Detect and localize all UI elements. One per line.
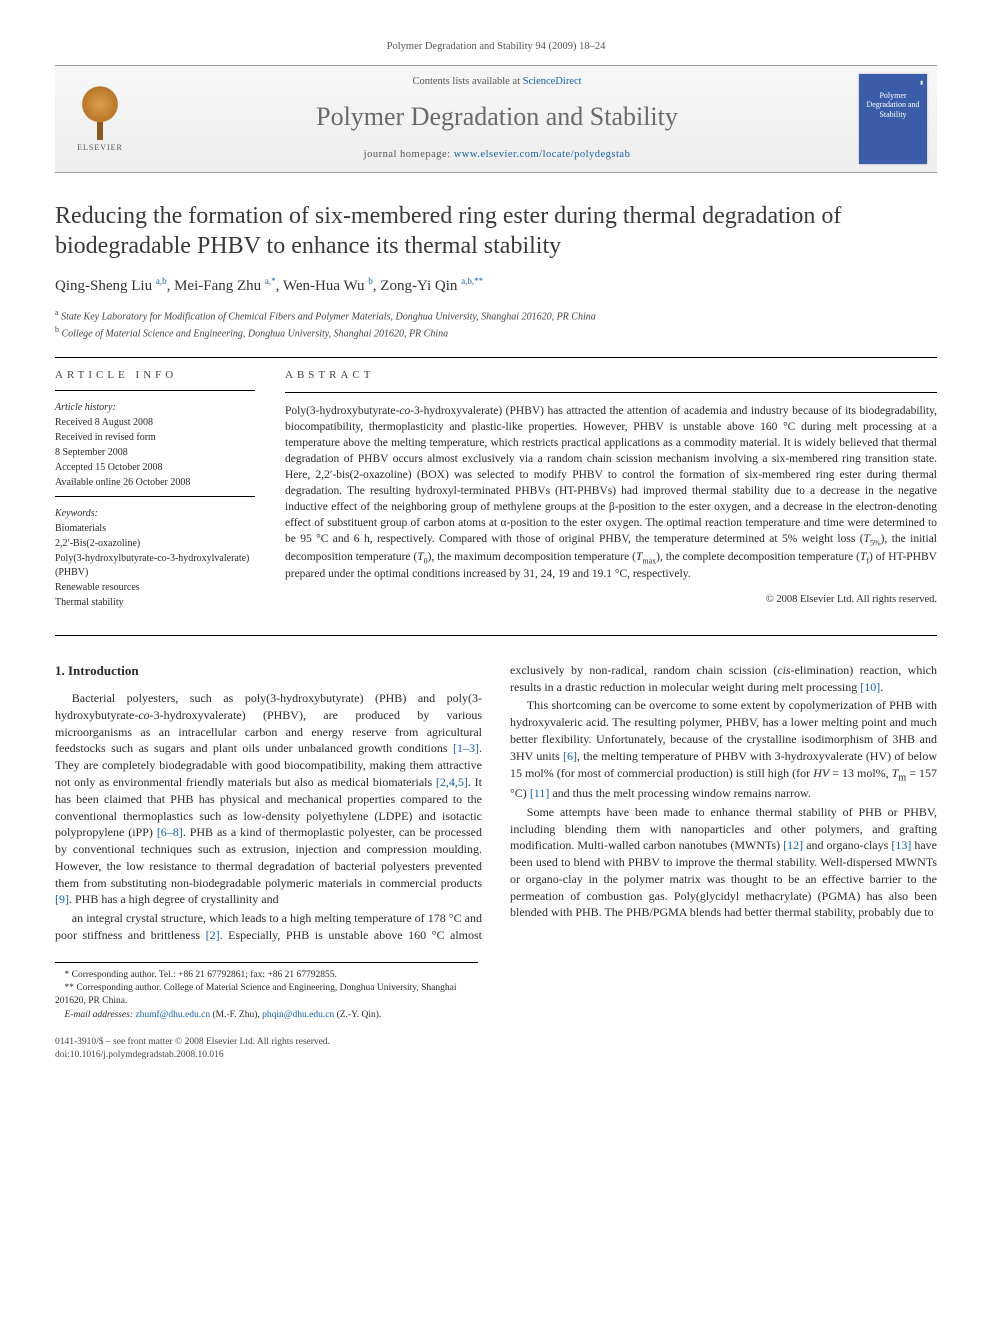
corresponding-author-note: ** Corresponding author. College of Mate… (55, 982, 478, 1009)
divider (55, 390, 255, 391)
homepage-link[interactable]: www.elsevier.com/locate/polydegstab (454, 149, 631, 160)
affiliations: a State Key Laboratory for Modification … (55, 307, 937, 342)
keyword: 2,2′-Bis(2-oxazoline) (55, 537, 255, 551)
homepage-line: journal homepage: www.elsevier.com/locat… (145, 148, 849, 163)
footer-doi: doi:10.1016/j.polymdegradstab.2008.10.01… (55, 1049, 937, 1062)
abstract-copyright: © 2008 Elsevier Ltd. All rights reserved… (285, 593, 937, 608)
body-paragraph: Bacterial polyesters, such as poly(3-hyd… (55, 690, 482, 908)
affil-sup: b (55, 325, 59, 334)
authors-line: Qing-Sheng Liu a,b, Mei-Fang Zhu a,*, We… (55, 275, 937, 297)
body-text: 1. Introduction Bacterial polyesters, su… (55, 662, 937, 944)
history-item: Available online 26 October 2008 (55, 476, 255, 490)
keyword: Renewable resources (55, 581, 255, 595)
affil-text: State Key Laboratory for Modification of… (61, 311, 596, 322)
journal-banner: ELSEVIER Contents lists available at Sci… (55, 65, 937, 173)
history-item: Accepted 15 October 2008 (55, 461, 255, 475)
history-heading: Article history: (55, 401, 255, 415)
sciencedirect-link[interactable]: ScienceDirect (523, 76, 582, 87)
email-who: (Z.-Y. Qin). (337, 1010, 382, 1020)
divider (55, 496, 255, 497)
divider (55, 357, 937, 358)
keyword: Thermal stability (55, 596, 255, 610)
keyword: Biomaterials (55, 522, 255, 536)
affil-text: College of Material Science and Engineer… (62, 328, 449, 339)
footer-line: 0141-3910/$ – see front matter © 2008 El… (55, 1036, 937, 1049)
abstract-text: Poly(3-hydroxybutyrate-co-3-hydroxyvaler… (285, 403, 937, 583)
article-info-column: ARTICLE INFO Article history: Received 8… (55, 368, 255, 610)
article-info-heading: ARTICLE INFO (55, 368, 255, 383)
abstract-heading: ABSTRACT (285, 368, 937, 383)
email-who: (M.-F. Zhu), (212, 1010, 259, 1020)
elsevier-tree-icon (75, 85, 125, 140)
journal-name: Polymer Degradation and Stability (145, 99, 849, 135)
corresponding-author-note: * Corresponding author. Tel.: +86 21 677… (55, 969, 478, 982)
email-label: E-mail addresses: (65, 1010, 134, 1020)
keyword: Poly(3-hydroxylbutyrate-co-3-hydroxylval… (55, 552, 255, 580)
publisher-name: ELSEVIER (77, 142, 123, 153)
journal-cover-thumbnail: ▮ Polymer Degradation and Stability (859, 74, 927, 164)
section-heading: 1. Introduction (55, 662, 482, 680)
footer: 0141-3910/$ – see front matter © 2008 El… (55, 1036, 937, 1063)
email-link[interactable]: zhumf@dhu.edu.cn (135, 1010, 210, 1020)
divider (55, 635, 937, 636)
history-item: Received in revised form (55, 431, 255, 445)
cover-title: Polymer Degradation and Stability (863, 91, 923, 120)
header-citation: Polymer Degradation and Stability 94 (20… (55, 40, 937, 55)
article-title: Reducing the formation of six-membered r… (55, 201, 937, 261)
body-paragraph: This shortcoming can be overcome to some… (510, 697, 937, 801)
divider (285, 392, 937, 393)
email-line: E-mail addresses: zhumf@dhu.edu.cn (M.-F… (55, 1009, 478, 1022)
keywords-heading: Keywords: (55, 507, 255, 521)
footnotes: * Corresponding author. Tel.: +86 21 677… (55, 962, 478, 1022)
contents-prefix: Contents lists available at (412, 76, 522, 87)
email-link[interactable]: phqin@dhu.edu.cn (262, 1010, 334, 1020)
abstract-column: ABSTRACT Poly(3-hydroxybutyrate-co-3-hyd… (285, 368, 937, 610)
affil-sup: a (55, 308, 59, 317)
contents-line: Contents lists available at ScienceDirec… (145, 75, 849, 90)
body-paragraph: Some attempts have been made to enhance … (510, 804, 937, 922)
elsevier-logo: ELSEVIER (65, 79, 135, 159)
history-item: Received 8 August 2008 (55, 416, 255, 430)
homepage-prefix: journal homepage: (364, 149, 454, 160)
history-item: 8 September 2008 (55, 446, 255, 460)
